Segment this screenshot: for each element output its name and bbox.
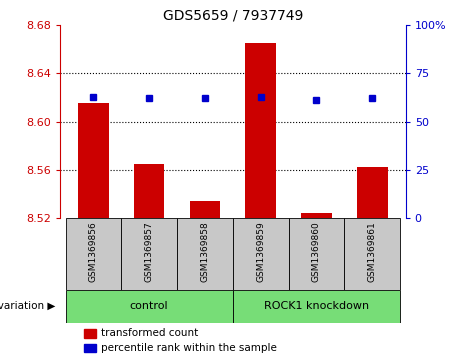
Bar bbox=[233, 290, 400, 323]
Bar bbox=[357, 167, 388, 217]
Text: GSM1369857: GSM1369857 bbox=[145, 221, 154, 282]
Bar bbox=[65, 217, 121, 290]
Bar bbox=[65, 290, 233, 323]
Bar bbox=[84, 344, 96, 352]
Title: GDS5659 / 7937749: GDS5659 / 7937749 bbox=[163, 9, 303, 23]
Bar bbox=[245, 44, 276, 217]
Bar bbox=[78, 103, 109, 217]
Bar bbox=[177, 217, 233, 290]
Text: GSM1369861: GSM1369861 bbox=[368, 221, 377, 282]
Text: genotype/variation ▶: genotype/variation ▶ bbox=[0, 301, 55, 311]
Text: GSM1369858: GSM1369858 bbox=[201, 221, 209, 282]
Bar bbox=[121, 217, 177, 290]
Text: transformed count: transformed count bbox=[101, 328, 199, 338]
Bar bbox=[344, 217, 400, 290]
Bar bbox=[84, 329, 96, 338]
Text: GSM1369859: GSM1369859 bbox=[256, 221, 265, 282]
Text: ROCK1 knockdown: ROCK1 knockdown bbox=[264, 301, 369, 311]
Text: GSM1369860: GSM1369860 bbox=[312, 221, 321, 282]
Bar bbox=[289, 217, 344, 290]
Bar bbox=[301, 213, 332, 217]
Text: percentile rank within the sample: percentile rank within the sample bbox=[101, 343, 278, 353]
Bar bbox=[233, 217, 289, 290]
Text: GSM1369856: GSM1369856 bbox=[89, 221, 98, 282]
Bar bbox=[134, 164, 165, 217]
Bar bbox=[189, 201, 220, 217]
Text: control: control bbox=[130, 301, 168, 311]
